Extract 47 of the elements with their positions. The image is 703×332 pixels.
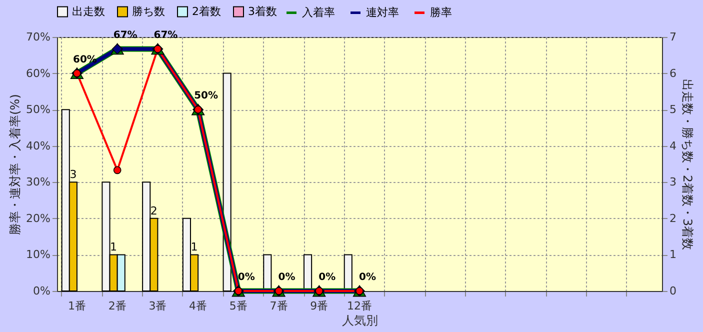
x-tick-label: 9番 (310, 300, 328, 312)
y2-tick-label: 1 (670, 248, 676, 262)
data-label: 3 (70, 168, 77, 182)
data-label: 0% (278, 272, 296, 283)
legend-label: 2着数 (192, 4, 221, 18)
legend-label: 3着数 (248, 4, 277, 18)
data-label: 0% (359, 272, 376, 283)
data-label: 50% (194, 90, 218, 102)
data-label: 67% (154, 30, 178, 41)
legend-label: 勝率 (430, 6, 452, 19)
x-tick-label: 2番 (108, 300, 126, 312)
y2-axis-title: 出走数・勝ち数・2着数・3着数 (680, 78, 694, 250)
x-tick-label: 7番 (270, 300, 288, 312)
data-label: 2 (150, 204, 158, 218)
legend-label: 勝ち数 (132, 4, 165, 18)
y-tick-label: 50% (26, 103, 50, 116)
y2-tick-label: 0 (670, 284, 676, 298)
data-label: 60% (73, 54, 97, 66)
y-tick-label: 40% (26, 139, 50, 152)
y2-tick-label: 5 (670, 103, 676, 116)
y-tick-label: 10% (26, 248, 50, 262)
y-axis-title: 勝率・連対率・入着率(%) (8, 94, 22, 235)
x-tick-label: 3番 (148, 300, 167, 312)
legend-label: 連対率 (366, 6, 399, 19)
data-label: 0% (318, 272, 336, 283)
y-tick-label: 30% (26, 176, 50, 189)
y2-tick-label: 2 (670, 212, 676, 225)
x-tick-label: 1番 (68, 300, 86, 312)
y2-tick-label: 4 (670, 139, 676, 152)
y-tick-label: 20% (26, 212, 50, 225)
y2-tick-label: 7 (670, 30, 676, 44)
legend-label: 出走数 (72, 4, 105, 18)
legend-label: 入着率 (302, 6, 335, 19)
data-label: 1 (110, 240, 118, 254)
point (113, 166, 122, 174)
x-axis-title: 人気別 (342, 314, 378, 328)
y2-tick-label: 3 (670, 176, 676, 189)
data-label: 0% (238, 272, 255, 283)
y-tick-label: 70% (26, 30, 50, 44)
data-label: 67% (113, 30, 138, 41)
x-tick-label: 4番 (189, 300, 208, 312)
y-tick-label: 60% (26, 66, 50, 80)
x-tick-label: 5番 (229, 300, 248, 312)
y2-tick-label: 6 (670, 66, 676, 80)
x-tick-label: 12番 (347, 300, 372, 312)
data-label: 1 (190, 240, 198, 254)
y-tick-label: 0% (33, 284, 50, 298)
